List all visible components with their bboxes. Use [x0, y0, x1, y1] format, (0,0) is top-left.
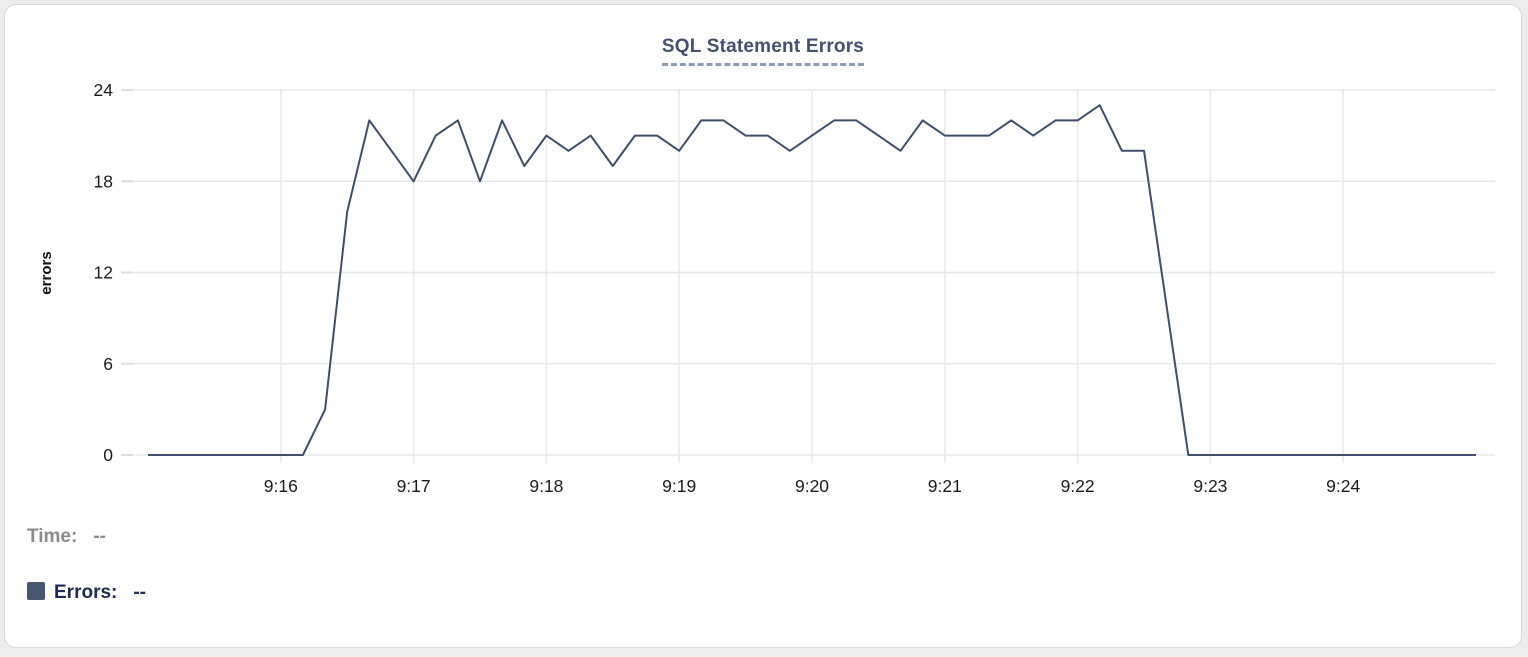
- svg-text:9:22: 9:22: [1061, 476, 1095, 496]
- chart-title[interactable]: SQL Statement Errors: [661, 36, 865, 66]
- time-readout-value: --: [93, 526, 106, 547]
- svg-text:6: 6: [103, 354, 113, 374]
- time-readout-label: Time:: [27, 526, 78, 547]
- errors-readout-label: Errors:: [54, 582, 118, 603]
- svg-text:12: 12: [94, 263, 113, 283]
- svg-text:9:17: 9:17: [397, 476, 431, 496]
- chart-header: SQL Statement Errors: [5, 36, 1521, 66]
- errors-series-swatch-icon: [27, 582, 45, 600]
- svg-text:18: 18: [94, 171, 113, 191]
- errors-readout-value: --: [133, 582, 147, 603]
- svg-text:9:21: 9:21: [928, 476, 962, 496]
- line-chart[interactable]: 0 6 12 18 24 9:16 9:17 9:18 9:19 9:20 9:21 9:22 9:23…: [5, 5, 1528, 657]
- chart-card: SQL Statement Errors 0 6 12 18 24 9:16 9:17 9:1…: [4, 4, 1522, 648]
- svg-text:9:24: 9:24: [1326, 476, 1360, 496]
- svg-text:9:23: 9:23: [1193, 476, 1227, 496]
- svg-text:9:20: 9:20: [795, 476, 829, 496]
- svg-text:9:18: 9:18: [529, 476, 563, 496]
- svg-text:9:16: 9:16: [264, 476, 298, 496]
- svg-text:errors: errors: [38, 251, 55, 294]
- svg-text:9:19: 9:19: [662, 476, 696, 496]
- errors-readout: Errors: --: [27, 582, 146, 604]
- time-readout: Time: --: [27, 526, 106, 548]
- svg-text:0: 0: [103, 445, 113, 465]
- svg-text:24: 24: [94, 80, 114, 100]
